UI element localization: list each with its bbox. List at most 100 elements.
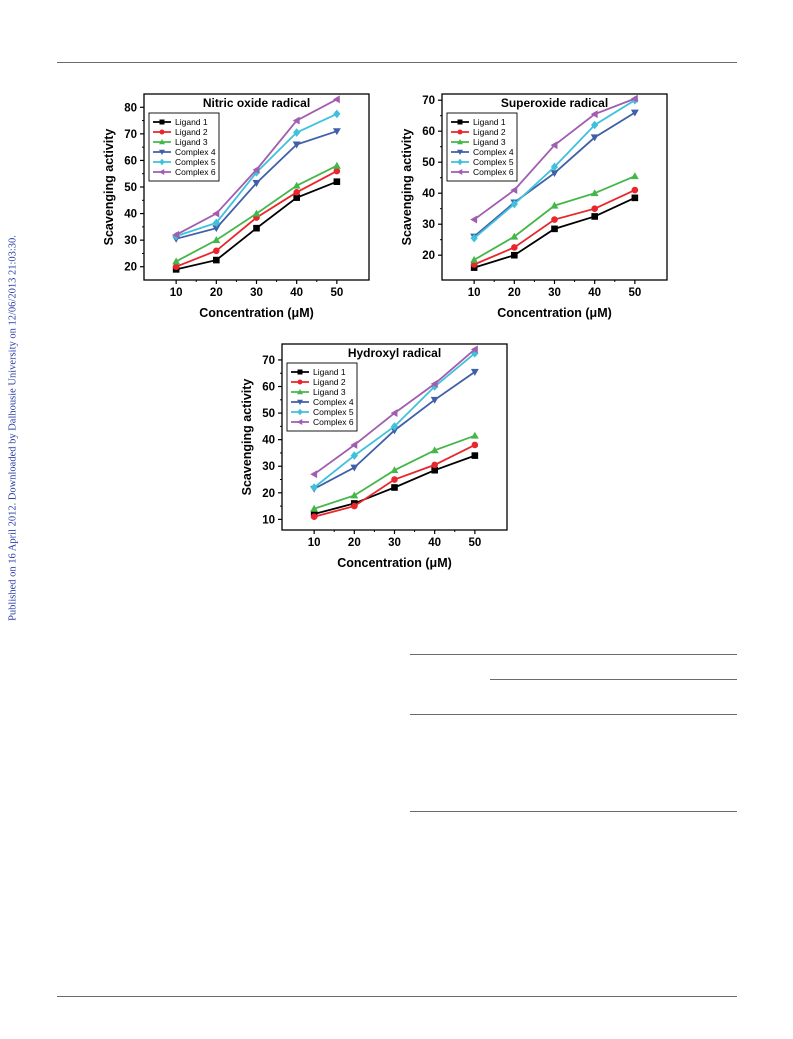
data-point — [551, 225, 558, 233]
y-tick-label: 60 — [124, 155, 137, 167]
data-point — [630, 172, 639, 180]
legend-label: Ligand 1 — [175, 117, 208, 127]
legend-marker — [297, 369, 303, 375]
legend-label: Complex 6 — [313, 417, 354, 427]
data-point — [630, 94, 638, 103]
y-tick-label: 70 — [262, 355, 275, 367]
y-tick-label: 20 — [422, 250, 435, 262]
series-complex-6 — [310, 345, 478, 479]
data-point — [511, 251, 518, 259]
chart-title: Superoxide radical — [501, 96, 608, 110]
data-point — [252, 168, 261, 177]
series-ligand-2 — [470, 186, 639, 268]
series-ligand-1 — [310, 452, 479, 518]
y-tick-label: 50 — [124, 182, 137, 194]
series-ligand-3 — [172, 161, 341, 265]
legend-label: Ligand 3 — [175, 137, 208, 147]
y-axis-label: Scavenging activity — [400, 129, 414, 246]
x-tick-label: 30 — [548, 287, 561, 299]
chart-title: Nitric oxide radical — [203, 96, 310, 110]
y-tick-label: 30 — [262, 461, 275, 473]
legend-marker — [159, 129, 165, 135]
data-point — [510, 232, 519, 240]
data-point — [550, 170, 559, 178]
legend-label: Complex 6 — [473, 167, 514, 177]
table-rule-top — [410, 654, 737, 655]
data-point — [293, 189, 300, 196]
legend-label: Complex 5 — [175, 157, 216, 167]
data-point — [292, 141, 301, 149]
x-tick-label: 50 — [628, 287, 641, 299]
data-point — [252, 180, 261, 187]
table-rule-bottom — [410, 811, 737, 812]
legend-marker — [297, 419, 303, 425]
data-point — [430, 379, 438, 388]
legend-marker — [297, 408, 303, 416]
x-tick-label: 50 — [330, 287, 343, 299]
legend-label: Ligand 2 — [313, 377, 346, 387]
series-complex-6 — [172, 95, 340, 239]
series-complex-5 — [172, 109, 341, 241]
series-complex-6 — [470, 94, 638, 224]
legend-label: Ligand 3 — [313, 387, 346, 397]
legend-marker — [297, 379, 303, 385]
y-tick-label: 20 — [124, 262, 137, 274]
data-point — [470, 368, 479, 376]
data-point — [471, 441, 479, 449]
data-point — [350, 491, 359, 499]
series-ligand-3 — [470, 172, 639, 263]
x-tick-label: 40 — [588, 287, 601, 299]
data-point — [591, 120, 599, 130]
data-point — [172, 257, 181, 265]
data-point — [631, 186, 639, 194]
data-point — [213, 256, 220, 264]
legend-marker — [297, 399, 303, 405]
publication-side-note: Published on 16 April 2012. Downloaded b… — [7, 235, 19, 621]
legend-label: Complex 4 — [175, 147, 216, 157]
data-point — [590, 189, 599, 197]
x-tick-label: 40 — [428, 537, 441, 549]
legend-marker — [457, 158, 463, 166]
chart-superoxide: Superoxide radical 10 20 30 40 50 20 30 40 50 60 70… — [400, 93, 668, 320]
legend-marker — [457, 139, 463, 145]
legend-label: Complex 4 — [313, 397, 354, 407]
data-point — [550, 141, 558, 150]
data-point — [470, 255, 479, 263]
data-point — [351, 502, 358, 510]
x-axis-label: Concentration (μM) — [199, 306, 314, 320]
data-point — [391, 484, 398, 491]
data-point — [310, 513, 318, 521]
data-point — [293, 194, 300, 201]
legend-label: Ligand 1 — [313, 367, 346, 377]
data-point — [390, 409, 398, 418]
x-tick-label: 20 — [508, 287, 521, 299]
data-point — [172, 263, 180, 271]
chart-title: Hydroxyl radical — [348, 346, 441, 360]
y-tick-label: 20 — [262, 488, 275, 500]
data-point — [212, 209, 220, 218]
data-point — [590, 134, 599, 142]
series-ligand-2 — [172, 167, 341, 271]
table-rule-sub — [490, 679, 737, 680]
header-rule — [57, 62, 737, 63]
y-axis-label: Scavenging activity — [102, 129, 116, 246]
data-point — [390, 422, 399, 431]
legend-marker — [457, 129, 463, 135]
data-point — [332, 95, 340, 104]
legend-marker — [159, 139, 165, 145]
data-point — [212, 225, 221, 233]
y-tick-label: 60 — [422, 126, 435, 138]
data-point — [431, 461, 438, 469]
data-point — [333, 167, 341, 175]
data-point — [390, 427, 399, 435]
data-point — [630, 109, 639, 117]
data-point — [293, 128, 301, 137]
x-axis-label: Concentration (μM) — [497, 306, 612, 320]
legend-label: Complex 6 — [175, 167, 216, 177]
legend-label: Ligand 2 — [175, 127, 208, 137]
data-point — [350, 464, 359, 472]
chart-nitric-oxide: Nitric oxide radical 10 20 30 40 50 20 30 40 50 60… — [102, 93, 370, 320]
x-tick-label: 10 — [170, 287, 183, 299]
series-complex-4 — [172, 128, 341, 243]
data-point — [390, 466, 399, 474]
